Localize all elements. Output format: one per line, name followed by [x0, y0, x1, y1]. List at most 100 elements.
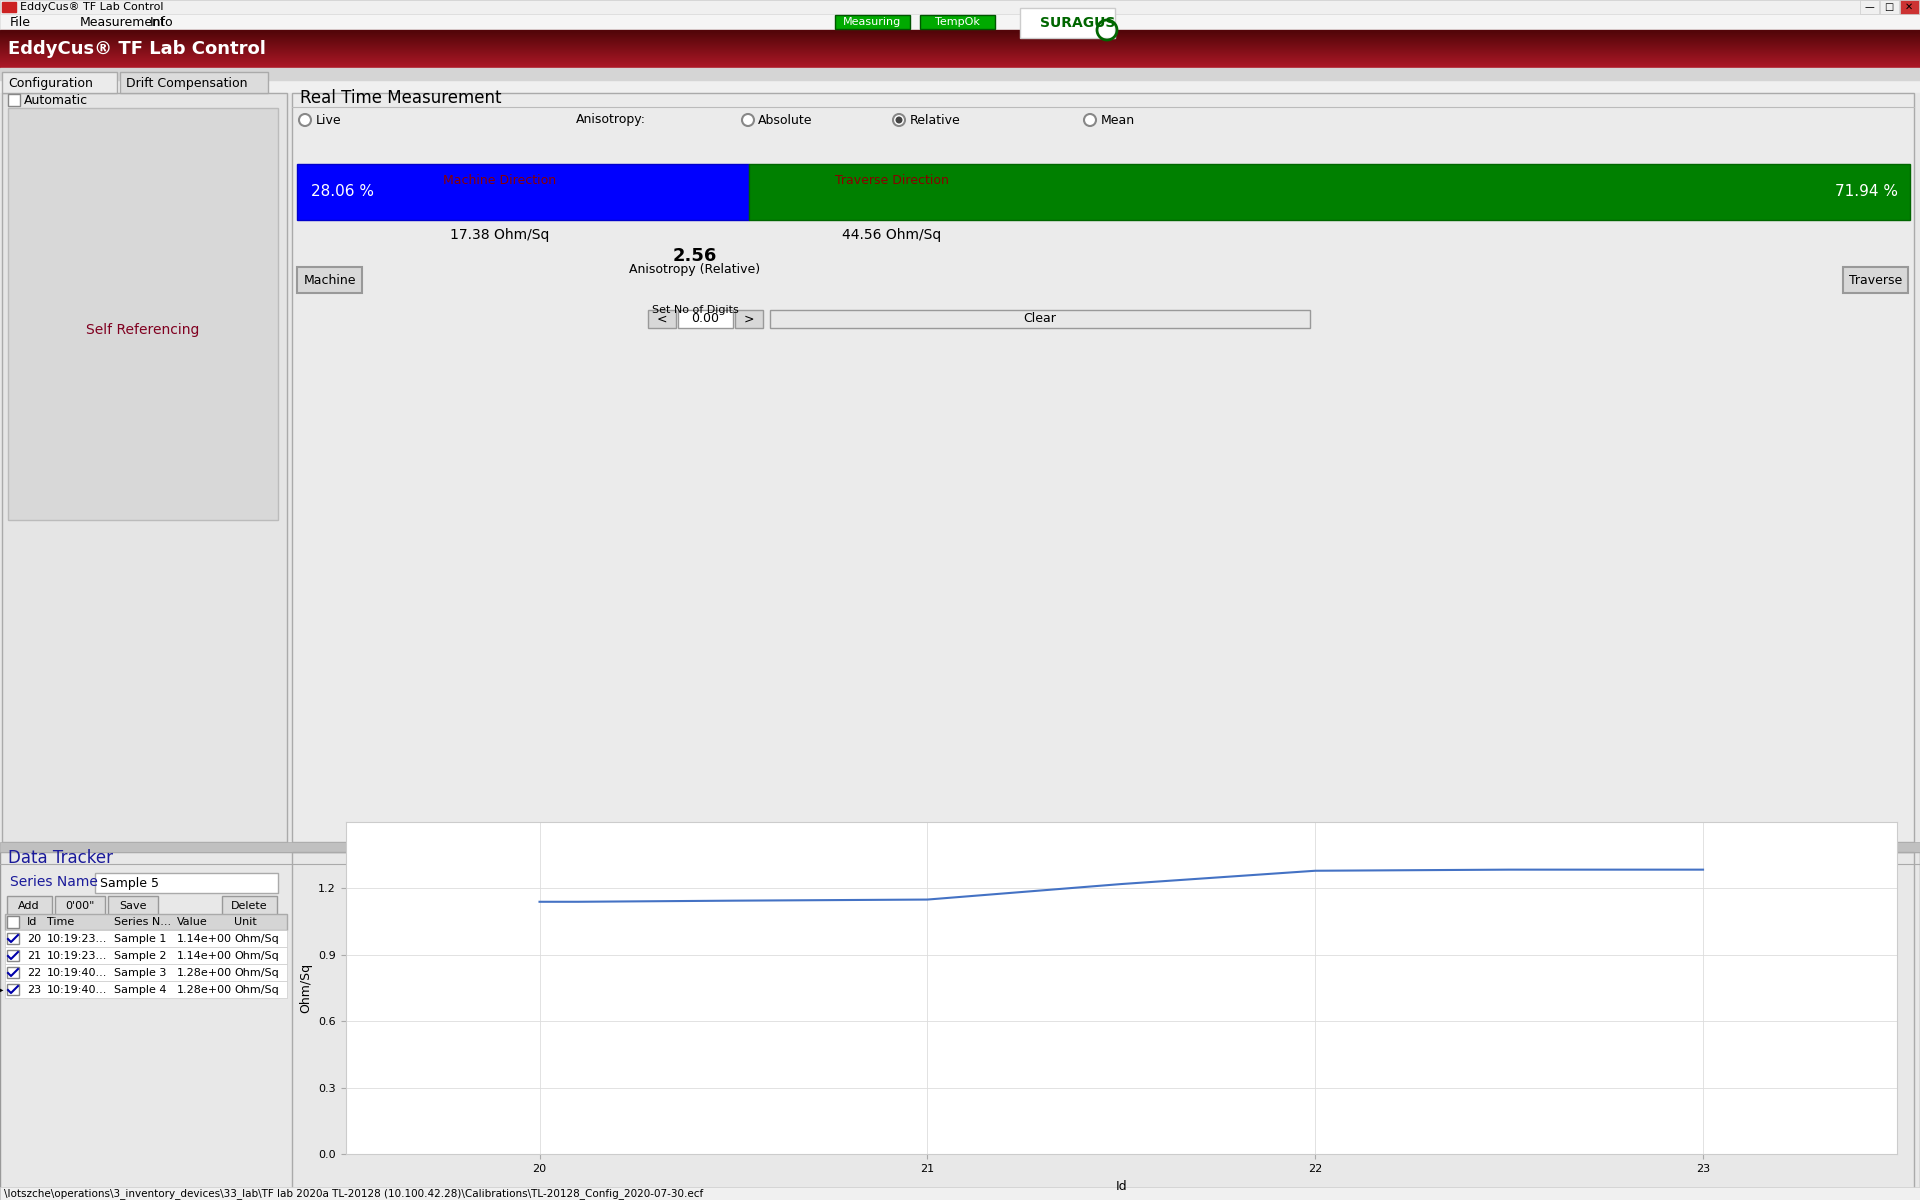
Text: Anisotropy:: Anisotropy:	[576, 114, 645, 126]
Bar	[8, 94, 19, 106]
Text: 20: 20	[27, 934, 40, 944]
Text: Ohm/Sq: Ohm/Sq	[234, 985, 278, 995]
Text: Self Referencing: Self Referencing	[86, 323, 200, 337]
Circle shape	[741, 114, 755, 126]
Text: Real Time Measurement: Real Time Measurement	[300, 89, 501, 107]
Text: Sample 4: Sample 4	[113, 985, 167, 995]
Bar	[0, 852, 1920, 1200]
Text: Drift Compensation: Drift Compensation	[127, 77, 248, 90]
Bar	[6, 914, 286, 930]
Bar	[835, 14, 910, 29]
Bar	[1029, 14, 1106, 29]
Text: 0.00: 0.00	[691, 312, 718, 325]
Text: 10:19:23...: 10:19:23...	[46, 934, 108, 944]
Text: 10:19:23...: 10:19:23...	[46, 950, 108, 961]
Bar	[8, 108, 278, 520]
Bar	[920, 14, 995, 29]
Text: Anisotropy (Relative): Anisotropy (Relative)	[630, 264, 760, 276]
Bar	[223, 896, 276, 916]
Text: Machine Direction: Machine Direction	[444, 174, 557, 186]
Circle shape	[895, 116, 902, 124]
Text: EddyCus® TF Lab Control: EddyCus® TF Lab Control	[8, 40, 265, 58]
Bar	[1901, 0, 1918, 14]
Bar	[298, 266, 363, 293]
Text: Live: Live	[317, 114, 342, 126]
Text: \lotszche\operations\3_inventory_devices\33_lab\TF lab 2020a TL-20128 (10.100.42: \lotszche\operations\3_inventory_devices…	[4, 1188, 703, 1200]
Text: Ohm/Sq: Ohm/Sq	[234, 968, 278, 978]
Text: ▶: ▶	[0, 985, 4, 995]
Text: 23: 23	[27, 985, 40, 995]
Text: 1.28e+00: 1.28e+00	[177, 968, 232, 978]
Text: Unit: Unit	[234, 917, 257, 926]
Bar	[8, 984, 19, 995]
Bar	[2, 92, 286, 842]
Bar	[649, 310, 676, 328]
Circle shape	[300, 114, 311, 126]
Bar	[6, 930, 286, 947]
Text: 71.94 %: 71.94 %	[1836, 185, 1899, 199]
Text: Series Name: Series Name	[10, 875, 98, 889]
Text: ✕: ✕	[1905, 2, 1912, 12]
Text: Time: Time	[46, 917, 75, 926]
Bar	[0, 842, 1920, 852]
Bar	[0, 1187, 1920, 1200]
Bar	[6, 982, 286, 998]
Text: —: —	[1864, 2, 1874, 12]
Text: Series N...: Series N...	[113, 917, 171, 926]
Text: 10:19:40...: 10:19:40...	[46, 968, 108, 978]
Text: Value: Value	[177, 917, 207, 926]
Bar	[8, 967, 19, 978]
Bar	[119, 72, 269, 92]
Text: 44.56 Ohm/Sq: 44.56 Ohm/Sq	[843, 228, 941, 242]
Text: Measuring: Measuring	[843, 17, 900, 26]
Bar	[292, 92, 1914, 842]
Text: Sample 2: Sample 2	[113, 950, 167, 961]
Bar	[8, 896, 52, 916]
Bar	[0, 14, 1920, 30]
Bar	[56, 896, 106, 916]
Text: Sample 5: Sample 5	[100, 876, 159, 889]
Text: Ohm/Sq: Ohm/Sq	[234, 950, 278, 961]
Text: 1.14e+00: 1.14e+00	[177, 950, 232, 961]
Text: Relative: Relative	[910, 114, 960, 126]
Text: Automatic: Automatic	[23, 94, 88, 107]
Text: CalOk: CalOk	[1050, 17, 1083, 26]
Text: Measurement: Measurement	[81, 16, 165, 29]
Bar	[292, 852, 1914, 1199]
Text: Set No of Digits: Set No of Digits	[651, 305, 739, 314]
Bar	[0, 92, 1920, 845]
Text: 0'00": 0'00"	[65, 901, 94, 911]
Bar	[6, 964, 286, 982]
Circle shape	[1085, 114, 1096, 126]
Text: 21: 21	[27, 950, 40, 961]
Text: Clear: Clear	[1023, 312, 1056, 325]
Text: Delete: Delete	[230, 901, 267, 911]
Text: >: >	[743, 312, 755, 325]
Bar	[2, 2, 15, 12]
Text: Ohm/Sq: Ohm/Sq	[234, 934, 278, 944]
Bar	[8, 950, 19, 961]
X-axis label: Id: Id	[1116, 1180, 1127, 1193]
Text: Absolute: Absolute	[758, 114, 812, 126]
Text: Id: Id	[27, 917, 36, 926]
Bar	[770, 310, 1309, 328]
Text: Add: Add	[17, 901, 40, 911]
Bar	[6, 947, 286, 964]
Text: 17.38 Ohm/Sq: 17.38 Ohm/Sq	[451, 228, 549, 242]
Bar	[108, 896, 157, 916]
Bar	[0, 0, 1920, 14]
Text: Traverse Direction: Traverse Direction	[835, 174, 948, 186]
Bar	[1020, 8, 1116, 38]
Bar	[94, 874, 278, 893]
Bar	[678, 310, 733, 328]
Text: □: □	[1884, 2, 1893, 12]
Text: SURAGUS: SURAGUS	[1041, 16, 1116, 30]
Text: 2.56: 2.56	[672, 247, 718, 265]
Text: 22: 22	[27, 968, 40, 978]
Text: TempOk: TempOk	[935, 17, 979, 26]
Text: <: <	[657, 312, 668, 325]
Text: Sample 1: Sample 1	[113, 934, 167, 944]
Text: EddyCus® TF Lab Control: EddyCus® TF Lab Control	[19, 2, 163, 12]
Text: Traverse: Traverse	[1849, 274, 1903, 287]
Y-axis label: Ohm/Sq: Ohm/Sq	[300, 964, 313, 1013]
